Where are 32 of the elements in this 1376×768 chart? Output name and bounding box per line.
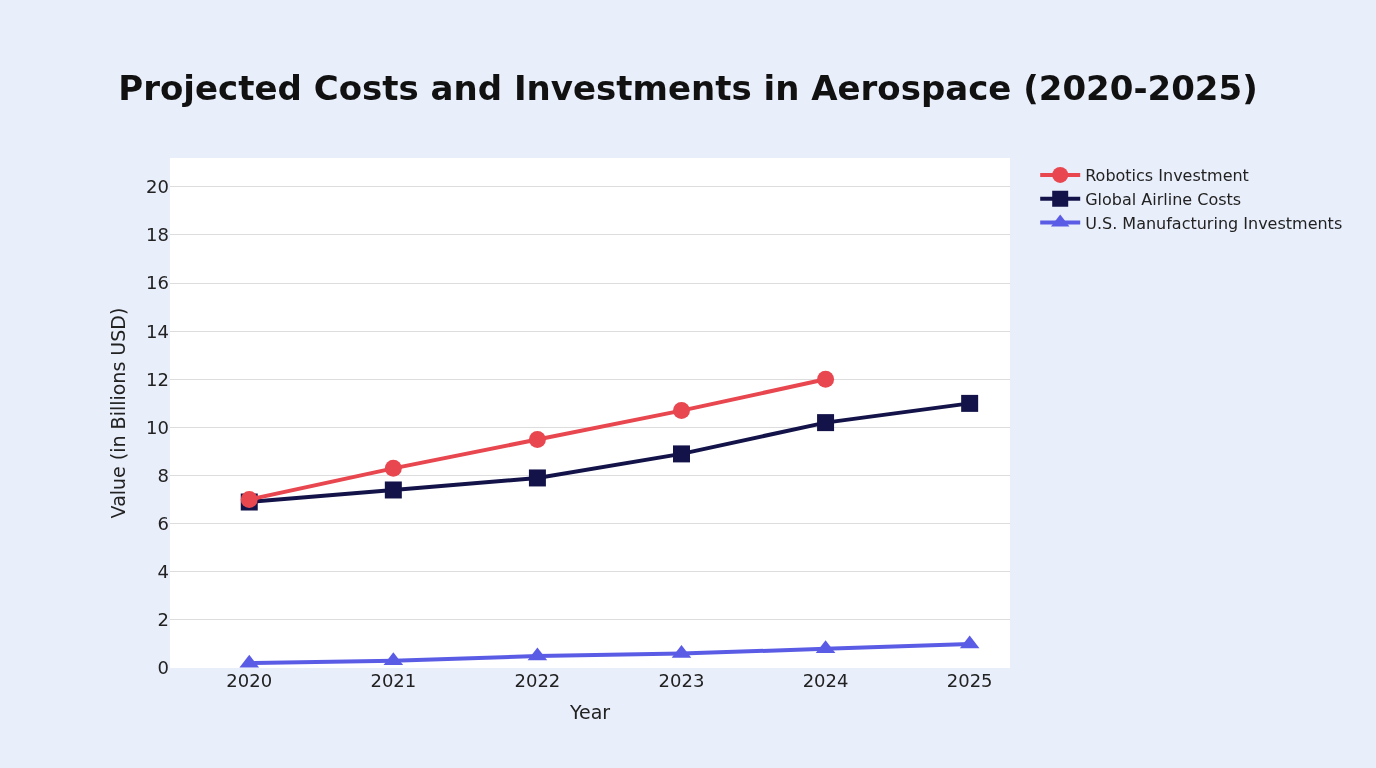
point (673, 402, 690, 420)
legend-label: U.S. Manufacturing Investments (1085, 213, 1343, 233)
y-tick-label: 0 (157, 657, 169, 679)
x-tick-label: 2025 (946, 670, 993, 691)
y-tick-label: 18 (146, 224, 169, 246)
y-tick-label: 8 (157, 464, 169, 486)
x-tick-label: 2024 (802, 670, 849, 691)
point (528, 469, 546, 487)
y-tick-label: 6 (157, 512, 169, 534)
point (817, 370, 835, 388)
y-axis-title: Value (in Billions USD) (106, 307, 129, 519)
y-tick-label: 4 (157, 561, 169, 583)
point (528, 430, 546, 448)
point (672, 445, 690, 463)
point (384, 459, 402, 477)
x-axis-title: Year (568, 700, 611, 723)
x-tick-label: 2022 (514, 670, 561, 691)
chart-title: Projected Costs and Investments in Aerospace (2020-2025) (118, 68, 1258, 109)
y-tick-label: 2 (157, 609, 169, 631)
x-tick-label: 2021 (370, 670, 417, 691)
y-tick-label: 20 (146, 176, 169, 198)
y-tick-label: 10 (146, 416, 169, 438)
y-tick-label: 12 (146, 368, 169, 390)
point (384, 481, 402, 499)
legend-label: Global Airline Costs (1085, 189, 1242, 209)
point (817, 414, 835, 432)
legend-label: Robotics Investment (1085, 166, 1249, 186)
y-tick-label: 16 (146, 272, 169, 294)
x-tick-label: 2023 (658, 670, 705, 691)
point (961, 394, 979, 412)
y-tick-label: 14 (146, 320, 169, 342)
x-tick-label: 2020 (226, 670, 273, 691)
